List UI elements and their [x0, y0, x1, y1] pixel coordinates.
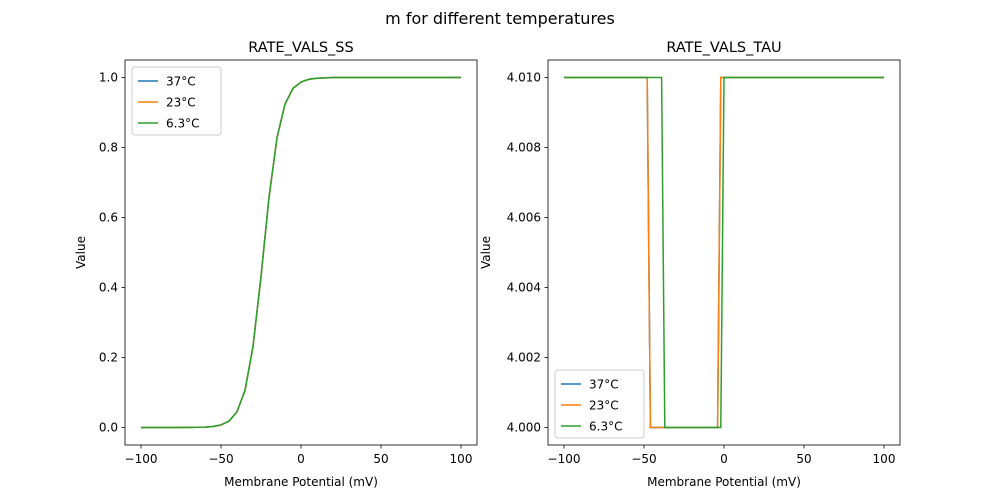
legend-label: 37°C — [589, 378, 619, 392]
y-tick-label: 0.0 — [99, 421, 118, 435]
x-tick-label: 100 — [450, 452, 473, 466]
x-axis-label: Membrane Potential (mV) — [224, 475, 378, 489]
x-tick-label: −50 — [208, 452, 233, 466]
x-tick-label: 50 — [373, 452, 388, 466]
x-tick-label: 0 — [720, 452, 728, 466]
legend-label: 6.3°C — [589, 420, 622, 434]
y-tick-label: 0.4 — [99, 281, 118, 295]
legend-label: 23°C — [166, 96, 196, 110]
legend-label: 37°C — [166, 75, 196, 89]
legend-box — [131, 66, 222, 136]
y-axis-label: Value — [479, 236, 493, 269]
y-tick-label: 0.2 — [99, 351, 118, 365]
x-axis-label: Membrane Potential (mV) — [647, 475, 801, 489]
x-tick-label: 100 — [873, 452, 896, 466]
series-line-6.3°C — [141, 76, 461, 429]
legend-box — [554, 369, 645, 439]
legend-label: 23°C — [589, 399, 619, 413]
y-tick-label: 4.002 — [507, 351, 541, 365]
y-tick-label: 4.006 — [507, 211, 541, 225]
y-tick-label: 4.008 — [507, 141, 541, 155]
legend: 37°C 23°C 6.3°C — [131, 66, 222, 136]
y-tick-label: 4.004 — [507, 281, 541, 295]
y-tick-label: 1.0 — [99, 71, 118, 85]
x-tick-label: −50 — [631, 452, 656, 466]
panel-2: −100 −50 0 50 100 4.000 4.002 4.004 4.006 4.008 4.… — [479, 40, 901, 489]
y-axis-label: Value — [74, 236, 88, 269]
y-tick-label: 0.6 — [99, 211, 118, 225]
panel-title: RATE_VALS_TAU — [666, 40, 781, 56]
figure-suptitle: m for different temperatures — [385, 9, 615, 28]
legend-label: 6.3°C — [166, 117, 199, 131]
x-tick-label: −100 — [125, 452, 158, 466]
y-tick-label: 0.8 — [99, 141, 118, 155]
y-tick-label: 4.010 — [507, 71, 541, 85]
series-line-6.3°C — [564, 76, 884, 429]
y-tick-label: 4.000 — [507, 421, 541, 435]
panel-1: −100 −50 0 50 100 0.0 0.2 0.4 0.6 0.8 1.0 RATE_VALS… — [74, 40, 478, 489]
panel-title: RATE_VALS_SS — [248, 40, 353, 56]
x-tick-label: −100 — [548, 452, 581, 466]
legend: 37°C 23°C 6.3°C — [554, 369, 645, 439]
x-tick-label: 50 — [796, 452, 811, 466]
x-tick-label: 0 — [297, 452, 305, 466]
